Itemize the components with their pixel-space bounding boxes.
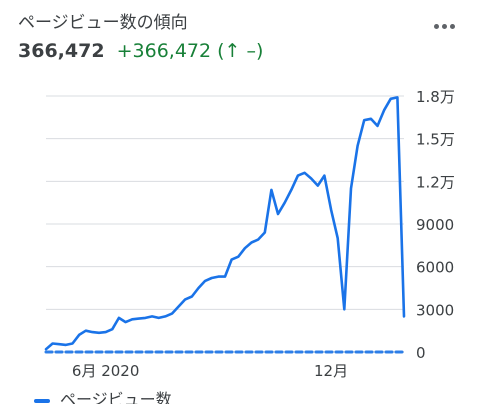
y-tick-label: 6000 (416, 259, 454, 277)
y-tick-label: 9000 (416, 216, 454, 234)
x-axis-labels: 6月 2020 12月 (72, 362, 348, 380)
x-tick-label: 12月 (314, 362, 348, 380)
summary-stats: 366,472 +366,472 (↑ –) (18, 40, 263, 62)
chart-legend[interactable]: ページビュー数 (34, 386, 172, 404)
y-tick-label: 0 (416, 344, 426, 362)
delta-value: +366,472 (↑ –) (116, 40, 264, 62)
card-title: ページビュー数の傾向 (18, 13, 188, 33)
legend-label: ページビュー数 (60, 390, 172, 404)
total-value: 366,472 (18, 40, 105, 62)
y-tick-label: 1.2万 (416, 173, 455, 191)
x-tick-label: 6月 2020 (72, 362, 140, 380)
y-axis-labels: 0 3000 6000 9000 1.2万 1.5万 1.8万 (416, 88, 455, 362)
more-vert-icon[interactable] (434, 24, 456, 30)
y-tick-label: 1.8万 (416, 88, 455, 106)
y-tick-label: 3000 (416, 301, 454, 319)
y-tick-label: 1.5万 (416, 131, 455, 149)
series-line-pageviews (44, 96, 406, 351)
pageviews-line-chart: 0 3000 6000 9000 1.2万 1.5万 1.8万 6月 2020 12月 (44, 88, 455, 380)
series-lines (44, 96, 406, 354)
legend-swatch (34, 398, 50, 403)
grid-lines (46, 95, 404, 353)
